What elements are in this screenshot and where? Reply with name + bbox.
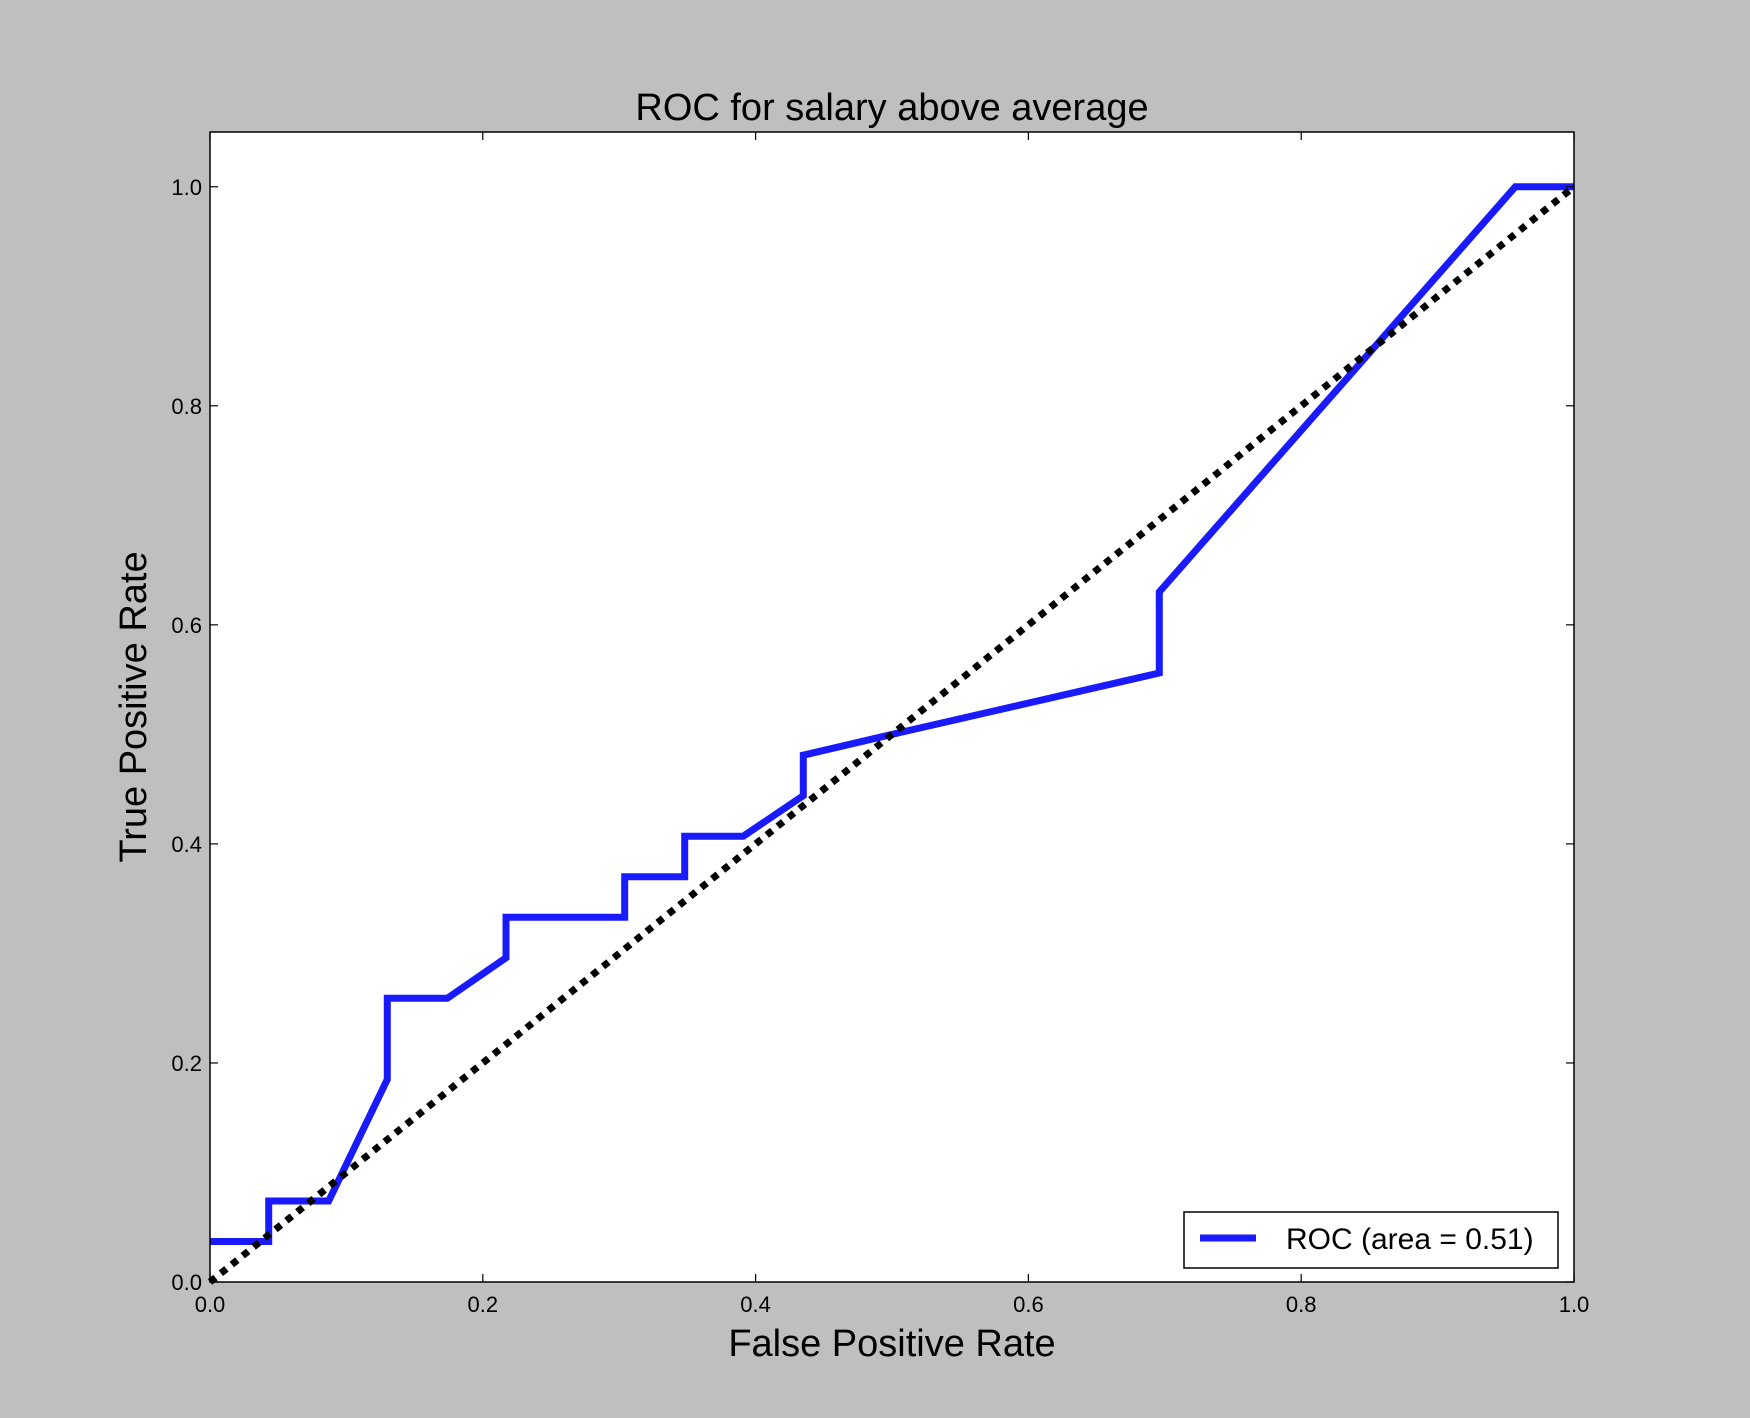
legend-label: ROC (area = 0.51)	[1286, 1223, 1534, 1256]
series-layer	[210, 183, 1574, 1245]
y-axis-ticks: 0.0 0.2 0.4 0.6 0.8 1.0	[171, 175, 1574, 1295]
y-axis-label: True Positive Rate	[113, 551, 155, 862]
x-tick-label: 1.0	[1559, 1292, 1590, 1317]
y-tick-label: 0.0	[171, 1270, 202, 1295]
y-tick-label: 1.0	[171, 175, 202, 200]
roc-curve	[210, 183, 1574, 1245]
y-tick-label: 0.2	[171, 1051, 202, 1076]
diagonal-reference-line	[207, 184, 1577, 1285]
plot-area	[210, 132, 1574, 1282]
x-axis-ticks: 0.0 0.2 0.4 0.6 0.8 1.0	[195, 132, 1590, 1317]
x-axis-label: False Positive Rate	[728, 1323, 1055, 1365]
x-tick-label: 0.6	[1013, 1292, 1044, 1317]
plot-frame	[209, 131, 1575, 1283]
legend: ROC (area = 0.51)	[1183, 1211, 1559, 1269]
x-tick-label: 0.8	[1286, 1292, 1317, 1317]
x-tick-label: 0.0	[195, 1292, 226, 1317]
x-tick-label: 0.4	[740, 1292, 771, 1317]
y-tick-label: 0.6	[171, 613, 202, 638]
diagonal-layer	[207, 184, 1577, 1285]
x-tick-label: 0.2	[468, 1292, 499, 1317]
y-tick-label: 0.4	[171, 832, 202, 857]
chart-title: ROC for salary above average	[635, 87, 1148, 129]
y-tick-label: 0.8	[171, 394, 202, 419]
